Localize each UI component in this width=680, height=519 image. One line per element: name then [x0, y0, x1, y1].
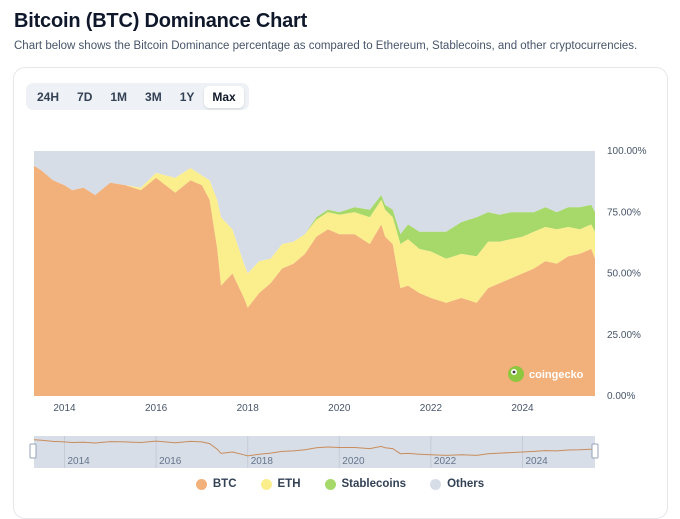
- x-tick-label: 2022: [420, 403, 443, 414]
- x-tick-label: 2018: [237, 403, 260, 414]
- coingecko-logo-pupil-icon: [512, 370, 516, 374]
- x-tick-label: 2014: [53, 403, 76, 414]
- legend-item-stablecoins[interactable]: Stablecoins: [324, 478, 407, 490]
- navigator-btc-line: [33, 439, 596, 457]
- range-navigator[interactable]: 2014 2016 2018 2020 2022 2024: [29, 436, 599, 468]
- y-tick-label: 75.00%: [607, 207, 641, 218]
- range-tab-7d[interactable]: 7D: [77, 89, 93, 104]
- y-tick-label: 25.00%: [607, 330, 641, 341]
- navigator-axis-ticks: 2014 2016 2018 2020 2022 2024: [68, 456, 549, 467]
- range-tab-3m[interactable]: 3M: [145, 89, 162, 104]
- x-tick-label: 2016: [145, 403, 168, 414]
- navigator-tick-label: 2022: [434, 456, 457, 467]
- y-tick-label: 50.00%: [607, 269, 641, 280]
- legend-dot-stablecoins: [324, 478, 336, 490]
- y-tick-label: 0.00%: [607, 391, 635, 402]
- y-tick-label: 100.00%: [607, 146, 647, 157]
- watermark-text: coingecko: [529, 369, 584, 381]
- area-others: [34, 151, 595, 274]
- area-eth: [34, 165, 595, 308]
- navigator-background: [34, 436, 595, 468]
- legend-label-btc: BTC: [212, 478, 237, 490]
- range-tab-max[interactable]: Max: [204, 85, 244, 108]
- range-tab-1m[interactable]: 1M: [110, 89, 128, 104]
- time-range-tabs: 24H 7D 1M 3M 1Y Max: [26, 83, 249, 110]
- coingecko-watermark: coingecko: [508, 366, 584, 382]
- legend-item-eth[interactable]: ETH: [260, 478, 301, 490]
- navigator-tick-label: 2014: [68, 456, 91, 467]
- x-tick-label: 2024: [511, 403, 534, 414]
- dominance-chart: 0.00%25.00%50.00%75.00%100.00% 2014 2016 2…: [29, 146, 647, 468]
- area-btc: [34, 165, 595, 396]
- navigator-tick-label: 2016: [159, 456, 182, 467]
- legend-dot-eth: [260, 478, 272, 490]
- legend-item-others[interactable]: Others: [430, 478, 484, 490]
- page-title: Bitcoin (BTC) Dominance Chart: [14, 10, 308, 32]
- legend-label-stablecoins: Stablecoins: [341, 478, 407, 490]
- plot-areas: [34, 151, 595, 396]
- navigator-tick-label: 2020: [342, 456, 365, 467]
- x-axis-ticks: 2014 2016 2018 2020 2022 2024: [53, 403, 534, 414]
- range-tab-24h[interactable]: 24H: [37, 89, 60, 104]
- navigator-gridlines: [64, 436, 523, 468]
- y-axis-ticks: 0.00% 25.00% 50.00% 75.00% 100.00%: [607, 146, 647, 402]
- navigator-tick-label: 2024: [526, 456, 549, 467]
- legend-label-eth: ETH: [277, 478, 301, 490]
- area-stablecoins: [34, 165, 595, 274]
- navigator-tick-label: 2018: [251, 456, 274, 467]
- navigator-right-handle[interactable]: [591, 443, 599, 459]
- range-tab-1y[interactable]: 1Y: [179, 89, 195, 104]
- legend-item-btc[interactable]: BTC: [195, 478, 237, 490]
- legend-label-others: Others: [447, 478, 485, 490]
- legend-dot-btc: [195, 478, 207, 490]
- page-subtitle: Chart below shows the Bitcoin Dominance …: [14, 40, 638, 52]
- legend-dot-others: [430, 478, 442, 490]
- navigator-left-handle[interactable]: [29, 443, 37, 459]
- chart-legend: BTC ETH Stablecoins Others: [0, 478, 680, 490]
- x-tick-label: 2020: [328, 403, 351, 414]
